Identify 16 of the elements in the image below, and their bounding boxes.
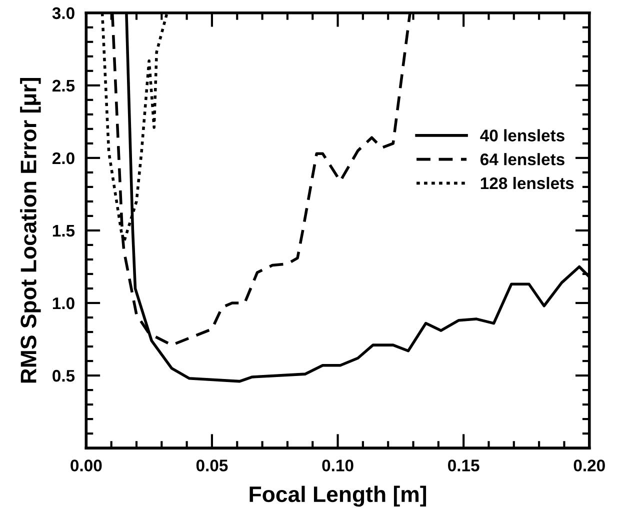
legend-label: 40 lenslets — [480, 129, 564, 142]
y-tick-label: 1.0 — [52, 297, 74, 310]
x-axis-title: Focal Length [m] — [250, 486, 426, 507]
x-tick-label: 0.05 — [196, 460, 228, 472]
y-tick-label: 2.5 — [52, 80, 75, 92]
x-tick-label: 0.10 — [322, 460, 354, 472]
x-tick-label: 0.00 — [70, 460, 102, 472]
x-tick-label: 0.20 — [574, 460, 605, 472]
y-tick-label: 1.5 — [52, 225, 75, 237]
x-tick-label: 0.15 — [448, 460, 480, 472]
y-tick-label: 3.0 — [52, 7, 74, 20]
y-tick-label: 0.5 — [52, 370, 75, 382]
legend-label: 128 lenslets — [480, 176, 574, 190]
legend-label: 64 lenslets — [480, 153, 564, 166]
y-axis-title: RMS Spot Location Error [μr] — [20, 78, 41, 383]
y-tick-label: 2.0 — [52, 152, 74, 164]
